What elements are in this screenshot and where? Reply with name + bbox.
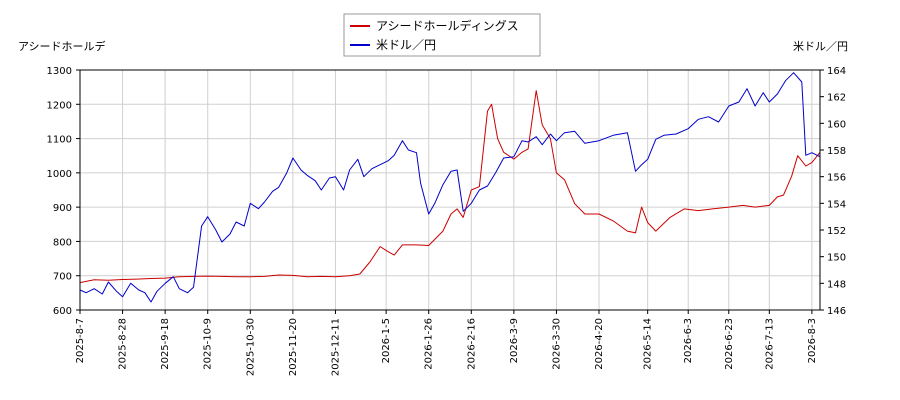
x-tick-label: 2026-8-3 xyxy=(807,318,818,363)
left-tick-label: 900 xyxy=(53,203,72,214)
right-tick-label: 156 xyxy=(827,173,846,184)
x-tick-label: 2026-1-5 xyxy=(381,318,392,363)
right-axis-title: 米ドル／円 xyxy=(793,40,848,53)
left-tick-label: 1000 xyxy=(47,169,72,180)
x-tick-label: 2026-6-23 xyxy=(724,318,735,370)
right-tick-label: 148 xyxy=(827,279,846,290)
x-axis: 2025-8-7 2025-8-28 2025-9-18 2025-10-9 2025-… xyxy=(75,310,818,376)
plot-frame xyxy=(79,69,821,311)
left-tick-label: 1100 xyxy=(47,135,72,146)
x-tick-label: 2026-2-16 xyxy=(466,318,477,370)
legend-box xyxy=(343,13,541,57)
right-tick-label: 158 xyxy=(827,146,846,157)
x-tick-label: 2025-12-11 xyxy=(330,318,341,376)
x-tick-label: 2025-10-30 xyxy=(245,318,256,376)
plot-area xyxy=(80,70,820,310)
x-tick-label: 2026-7-13 xyxy=(764,318,775,370)
x-tick-label: 2025-9-18 xyxy=(160,318,171,370)
x-tick-label: 2026-6-3 xyxy=(683,318,694,363)
x-tick-label: 2026-3-9 xyxy=(509,318,520,363)
left-tick-label: 1300 xyxy=(47,66,72,77)
x-tick-label: 2025-10-9 xyxy=(203,318,214,370)
right-tick-label: 160 xyxy=(827,119,846,130)
right-tick-label: 150 xyxy=(827,253,846,264)
left-tick-label: 700 xyxy=(53,272,72,283)
left-axis: 600 700 800 900 1000 1100 1200 1300 xyxy=(47,66,80,317)
x-tick-label: 2026-3-30 xyxy=(551,318,562,370)
x-tick-label: 2025-8-28 xyxy=(118,318,129,370)
right-tick-label: 152 xyxy=(827,226,846,237)
right-tick-label: 162 xyxy=(827,93,846,104)
series-lines xyxy=(79,72,821,303)
x-tick-label: 2025-8-7 xyxy=(75,318,86,363)
left-tick-label: 800 xyxy=(53,237,72,248)
x-tick-label: 2026-5-14 xyxy=(643,318,654,370)
right-tick-label: 146 xyxy=(827,306,846,317)
right-tick-label: 164 xyxy=(827,66,846,77)
legend-label-asheed: アシードホールディングス xyxy=(376,18,519,33)
series-line-usdjpy xyxy=(79,72,821,303)
right-axis: 146 148 150 152 154 156 158 160 162 164 xyxy=(820,66,846,317)
right-tick-label: 154 xyxy=(827,199,846,210)
left-axis-title: アシードホールデ xyxy=(18,39,106,53)
x-tick-label: 2025-11-20 xyxy=(288,318,299,376)
legend: アシードホールディングス 米ドル／円 xyxy=(343,13,541,57)
left-tick-label: 1200 xyxy=(47,100,72,111)
x-tick-label: 2026-4-20 xyxy=(594,318,605,370)
x-tick-label: 2026-1-26 xyxy=(424,318,435,370)
legend-label-usdjpy: 米ドル／円 xyxy=(376,38,436,52)
left-tick-label: 600 xyxy=(53,306,72,317)
series-line-asheed xyxy=(79,90,821,284)
